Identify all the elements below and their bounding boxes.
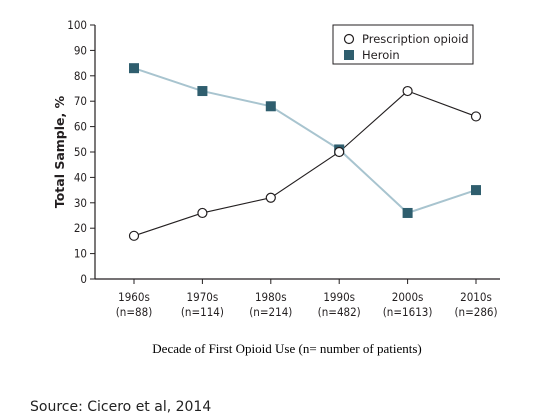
x-tick-count-label: (n=114): [181, 305, 224, 319]
x-tick-count-label: (n=88): [116, 305, 152, 319]
y-tick-label: 100: [67, 18, 87, 32]
y-tick-label: 50: [74, 145, 87, 159]
series-layer: [128, 63, 482, 241]
y-tick-label: 70: [74, 94, 87, 108]
x-tick-label: 1990s: [323, 290, 355, 304]
prescription-opioid-point: [128, 230, 140, 241]
prescription-opioid-point: [197, 207, 208, 219]
y-tick-label: 30: [74, 196, 87, 210]
legend-label: Prescription opioid: [362, 32, 469, 46]
x-tick-count-label: (n=482): [318, 305, 361, 319]
y-tick-label: 60: [74, 120, 87, 134]
heroin-point: [197, 86, 208, 97]
prescription-opioid-point: [334, 146, 345, 158]
y-tick-label: 90: [74, 43, 87, 57]
x-tick-count-label: (n=1613): [383, 305, 433, 319]
heroin-point: [129, 63, 139, 74]
source-note: Source: Cicero et al, 2014: [30, 399, 211, 415]
y-axis-label: Total Sample, %: [52, 95, 67, 208]
x-tick-count-label: (n=214): [249, 305, 292, 319]
y-tick-label: 80: [74, 69, 87, 83]
legend-box: [332, 24, 474, 65]
x-tick-label: 1980s: [255, 290, 287, 304]
prescription-opioid-point: [470, 111, 482, 122]
prescription-opioid-point: [265, 192, 276, 203]
y-tick-label: 0: [80, 272, 87, 286]
prescription-opioid-line: [133, 90, 477, 237]
legend-marker-prescription-opioid: [343, 33, 355, 45]
x-tick-count-label: (n=286): [454, 305, 497, 319]
x-tick-label: 2010s: [460, 290, 492, 304]
y-tick-label: 10: [74, 247, 87, 261]
heroin-line: [133, 67, 477, 215]
x-axis-label: Decade of First Opioid Use (n= number of…: [152, 341, 421, 356]
heroin-point: [402, 207, 413, 218]
legend-marker-heroin: [344, 50, 354, 60]
prescription-opioid-point: [402, 85, 413, 97]
x-tick-label: 1970s: [187, 290, 219, 304]
x-axis: 1960s(n=88) 1970s(n=114) 1980s(n=214) 1990s…: [95, 278, 500, 319]
x-tick-label: 2000s: [392, 290, 424, 304]
heroin-point: [265, 101, 276, 112]
legend: Prescription opioid Heroin: [332, 24, 474, 65]
y-tick-label: 20: [74, 221, 87, 235]
y-axis: 0 10 20 30 40 50 60 70 80 90 100: [67, 18, 96, 286]
heroin-point: [471, 185, 481, 196]
y-tick-label: 40: [74, 170, 87, 184]
legend-label: Heroin: [362, 48, 400, 62]
x-tick-label: 1960s: [118, 290, 150, 304]
